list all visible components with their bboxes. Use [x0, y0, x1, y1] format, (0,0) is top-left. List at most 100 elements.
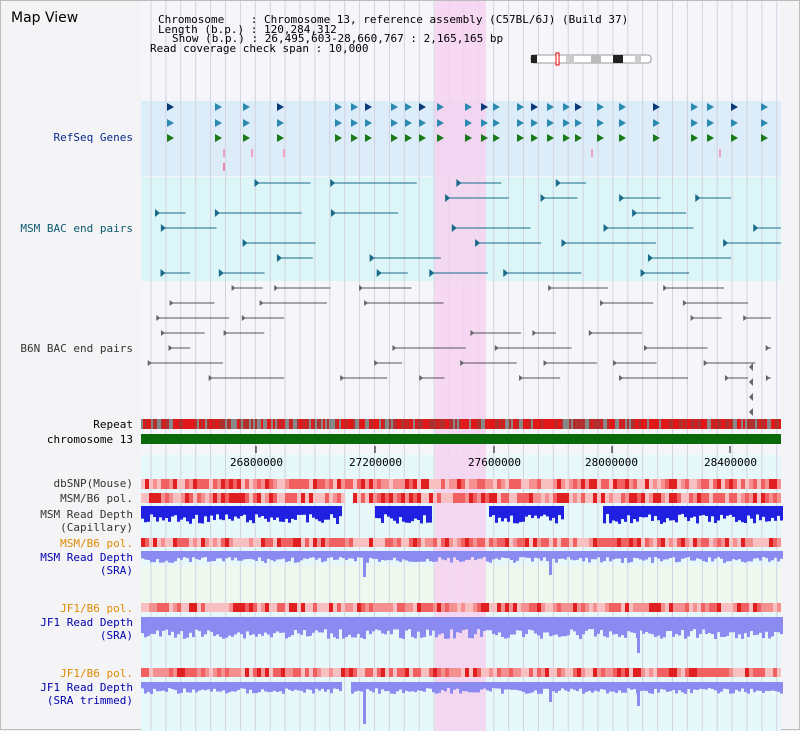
chromosome-ideogram[interactable] [530, 52, 652, 66]
heat-cell [661, 493, 665, 503]
depth-bar [510, 506, 513, 516]
polymorphism-heat-tracks[interactable] [141, 479, 781, 677]
heat-cell [225, 668, 229, 677]
heat-cell [629, 493, 633, 503]
gene-mark [691, 119, 698, 127]
msm-bac-end-pairs-track[interactable] [155, 179, 781, 277]
chromosome-bar[interactable] [141, 434, 781, 444]
heat-cell [561, 603, 565, 612]
depth-bar [555, 617, 558, 635]
repeat-block [579, 419, 581, 429]
heat-cell [529, 538, 533, 547]
depth-bar [477, 617, 480, 630]
heat-cell [745, 493, 749, 503]
refseq-genes-track[interactable] [167, 103, 768, 171]
bac-end-mark [168, 345, 173, 351]
heat-cell [629, 479, 633, 489]
heat-cell [237, 668, 241, 677]
depth-bar [570, 682, 573, 689]
depth-bar [246, 551, 249, 560]
gene-mark [493, 103, 500, 111]
repeat-block [633, 419, 635, 429]
heat-cell [213, 479, 217, 489]
depth-bar [288, 617, 291, 637]
repeat-block [323, 419, 325, 429]
bac-end-mark [242, 239, 248, 247]
repeat-block [331, 419, 333, 429]
depth-bar [309, 617, 312, 636]
depth-bar [414, 506, 417, 519]
heat-cell [389, 668, 393, 677]
heat-cell [617, 493, 621, 503]
bac-end-mark [330, 179, 336, 187]
heat-cell [773, 538, 777, 547]
depth-bar [444, 617, 447, 639]
depth-bar [780, 617, 783, 635]
depth-bar [744, 551, 747, 563]
view-title: Map View [11, 10, 79, 26]
repeat-block [161, 419, 163, 429]
heat-cell [297, 479, 301, 489]
heat-cell [153, 479, 157, 489]
heat-cell [629, 603, 633, 612]
depth-bar [186, 506, 189, 522]
repeat-block [187, 419, 189, 429]
heat-cell [165, 668, 169, 677]
heat-cell [241, 538, 245, 547]
depth-bar [594, 682, 597, 691]
depth-bar [516, 506, 519, 524]
heat-cell [397, 493, 401, 503]
depth-bar [597, 682, 600, 692]
heat-cell [417, 479, 421, 489]
repeat-block [763, 419, 765, 429]
heat-cell [457, 538, 461, 547]
heat-cell [505, 493, 509, 503]
gene-marker [223, 149, 225, 157]
repeat-block [355, 419, 357, 429]
heat-cell [677, 493, 681, 503]
heat-cell [665, 479, 669, 489]
read-depth-tracks[interactable] [141, 506, 783, 724]
heat-cell [181, 538, 185, 547]
repeat-block [683, 419, 685, 429]
depth-bar [309, 682, 312, 690]
depth-bar [264, 506, 267, 519]
repeat-block [149, 419, 151, 429]
heat-cell [453, 479, 457, 489]
depth-bar [663, 682, 666, 690]
repeat-block [561, 419, 563, 429]
depth-bar [507, 506, 510, 522]
heat-cell [437, 668, 441, 677]
repeat-track[interactable] [141, 419, 781, 429]
heat-cell [421, 479, 425, 489]
gene-mark [351, 103, 358, 111]
depth-bar [372, 682, 375, 693]
heat-cell [753, 493, 757, 503]
heat-cell [573, 603, 577, 612]
b6n-bac-end-pairs-track[interactable] [147, 285, 771, 416]
repeat-block [473, 419, 475, 429]
depth-bar [351, 551, 354, 559]
repeat-block [225, 419, 227, 429]
repeat-block [665, 419, 667, 429]
depth-bar [498, 617, 501, 633]
repeat-block [619, 419, 621, 429]
heat-cell [285, 668, 289, 677]
depth-bar [249, 682, 252, 690]
depth-bar [582, 617, 585, 635]
heat-cell [625, 603, 629, 612]
heat-cell [501, 493, 505, 503]
heat-cell [645, 538, 649, 547]
heat-cell [153, 603, 157, 612]
depth-bar [696, 551, 699, 559]
depth-bar [255, 506, 258, 515]
heat-cell [745, 668, 749, 677]
bac-end-mark [619, 194, 625, 202]
heat-cell [249, 479, 253, 489]
heat-cell [293, 479, 297, 489]
repeat-block [173, 419, 175, 429]
depth-bar [744, 682, 747, 693]
depth-bar [513, 506, 516, 524]
heat-cell [445, 668, 449, 677]
